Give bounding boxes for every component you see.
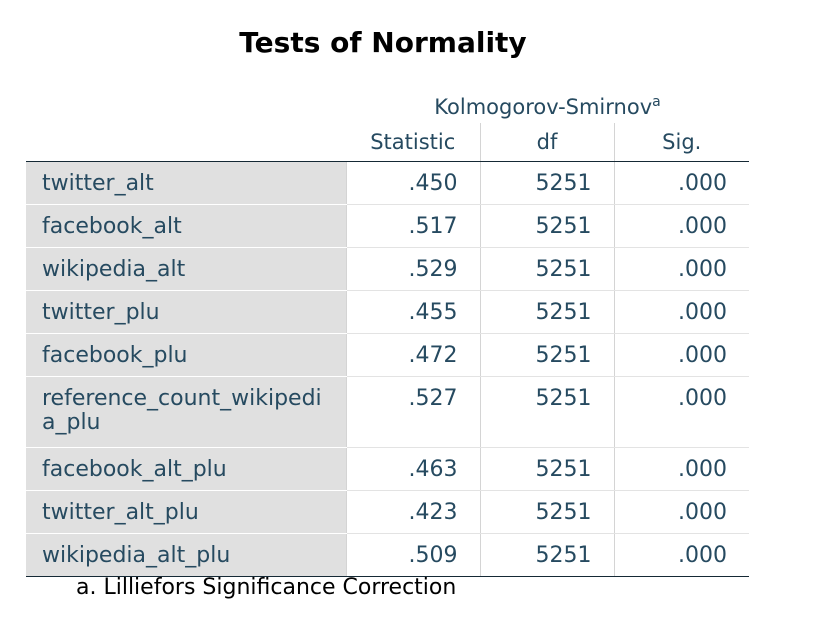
sig-cell: .000: [613, 376, 750, 448]
df-cell: 5251: [479, 447, 614, 491]
table-row: wikipedia_alt_plu .509 5251 .000: [26, 533, 750, 577]
sig-cell: .000: [613, 447, 750, 491]
statistic-cell: .509: [345, 533, 480, 577]
group-header-label: Kolmogorov-Smirnov: [434, 95, 653, 119]
sig-cell: .000: [613, 204, 750, 248]
sig-cell: .000: [613, 490, 750, 534]
df-cell: 5251: [479, 204, 614, 248]
df-cell: 5251: [479, 333, 614, 377]
table-row: facebook_alt_plu .463 5251 .000: [26, 447, 750, 491]
row-label-text: reference_count_wikipedia_plu: [42, 386, 322, 435]
table-row: facebook_plu .472 5251 .000: [26, 333, 750, 377]
statistic-cell: .529: [345, 247, 480, 291]
table-title: Tests of Normality: [239, 26, 527, 59]
row-label: wikipedia_alt_plu: [26, 533, 346, 577]
row-label: twitter_plu: [26, 290, 346, 334]
row-label: reference_count_wikipedia_plu: [26, 376, 346, 448]
table-row: wikipedia_alt .529 5251 .000: [26, 247, 750, 291]
row-label: twitter_alt: [26, 161, 346, 205]
row-label-header: [26, 123, 346, 162]
df-cell: 5251: [479, 290, 614, 334]
statistic-cell: .517: [345, 204, 480, 248]
table-row: twitter_alt .450 5251 .000: [26, 161, 750, 205]
table-row: twitter_alt_plu .423 5251 .000: [26, 490, 750, 534]
sig-cell: .000: [613, 533, 750, 577]
sig-cell: .000: [613, 333, 750, 377]
statistic-cell: .472: [345, 333, 480, 377]
column-header-row: Statistic df Sig.: [26, 123, 750, 162]
statistic-cell: .423: [345, 490, 480, 534]
table-row: reference_count_wikipedia_plu .527 5251 …: [26, 376, 750, 448]
column-header-sig: Sig.: [613, 123, 750, 162]
table-row: facebook_alt .517 5251 .000: [26, 204, 750, 248]
group-header-row: Kolmogorov-Smirnova: [26, 79, 749, 123]
df-cell: 5251: [479, 247, 614, 291]
df-cell: 5251: [479, 490, 614, 534]
statistic-cell: .463: [345, 447, 480, 491]
sig-cell: .000: [613, 247, 750, 291]
statistic-cell: .455: [345, 290, 480, 334]
statistic-cell: .527: [345, 376, 480, 448]
row-label: twitter_alt_plu: [26, 490, 346, 534]
normality-table: Kolmogorov-Smirnova Statistic df Sig. tw…: [26, 79, 750, 577]
row-label: facebook_alt: [26, 204, 346, 248]
row-label: facebook_plu: [26, 333, 346, 377]
column-header-df: df: [479, 123, 614, 162]
row-label: facebook_alt_plu: [26, 447, 346, 491]
sig-cell: .000: [613, 290, 750, 334]
sig-cell: .000: [613, 161, 750, 205]
df-cell: 5251: [479, 161, 614, 205]
footnote: a. Lilliefors Significance Correction: [76, 575, 457, 600]
footnote-marker: a: [652, 94, 661, 110]
column-header-statistic: Statistic: [346, 123, 480, 162]
row-label: wikipedia_alt: [26, 247, 346, 291]
corner-cell: [26, 79, 346, 123]
df-cell: 5251: [479, 376, 614, 448]
table-row: twitter_plu .455 5251 .000: [26, 290, 750, 334]
statistic-cell: .450: [345, 161, 480, 205]
df-cell: 5251: [479, 533, 614, 577]
group-header: Kolmogorov-Smirnova: [346, 79, 749, 123]
